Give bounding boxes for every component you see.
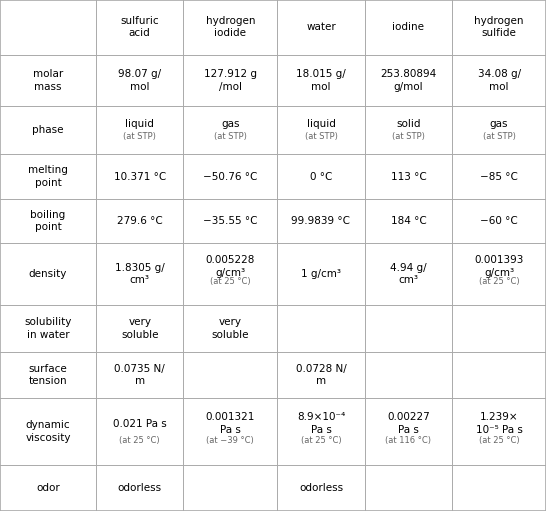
- Text: (at 25 °C): (at 25 °C): [301, 436, 341, 445]
- Text: solubility
in water: solubility in water: [25, 317, 72, 340]
- Text: 18.015 g/
mol: 18.015 g/ mol: [296, 69, 346, 91]
- Text: 1.239×
10⁻⁵ Pa s: 1.239× 10⁻⁵ Pa s: [476, 412, 523, 435]
- Text: −60 °C: −60 °C: [480, 216, 518, 226]
- Text: 0.0735 N/
m: 0.0735 N/ m: [114, 364, 165, 386]
- Text: very
soluble: very soluble: [121, 317, 158, 340]
- Text: (at 25 °C): (at 25 °C): [479, 277, 519, 287]
- Text: 0.021 Pa s: 0.021 Pa s: [113, 419, 167, 429]
- Text: (at STP): (at STP): [123, 132, 156, 141]
- Text: (at −39 °C): (at −39 °C): [206, 436, 254, 445]
- Text: hydrogen
sulfide: hydrogen sulfide: [474, 16, 524, 38]
- Text: 253.80894
g/mol: 253.80894 g/mol: [381, 69, 437, 91]
- Text: dynamic
viscosity: dynamic viscosity: [25, 421, 71, 443]
- Text: (at 25 °C): (at 25 °C): [120, 436, 160, 445]
- Text: 184 °C: 184 °C: [390, 216, 426, 226]
- Text: gas: gas: [490, 119, 508, 129]
- Text: −35.55 °C: −35.55 °C: [203, 216, 258, 226]
- Text: hydrogen
iodide: hydrogen iodide: [206, 16, 255, 38]
- Text: (at 25 °C): (at 25 °C): [479, 436, 519, 445]
- Text: 34.08 g/
mol: 34.08 g/ mol: [478, 69, 521, 91]
- Text: gas: gas: [221, 119, 240, 129]
- Text: −85 °C: −85 °C: [480, 172, 518, 181]
- Text: density: density: [29, 269, 67, 279]
- Text: 99.9839 °C: 99.9839 °C: [292, 216, 351, 226]
- Text: 0 °C: 0 °C: [310, 172, 332, 181]
- Text: (at STP): (at STP): [392, 132, 425, 141]
- Text: 0.001321
Pa s: 0.001321 Pa s: [206, 412, 255, 435]
- Text: 10.371 °C: 10.371 °C: [114, 172, 166, 181]
- Text: solid: solid: [396, 119, 420, 129]
- Text: 8.9×10⁻⁴
Pa s: 8.9×10⁻⁴ Pa s: [297, 412, 345, 435]
- Text: 0.005228
g/cm³: 0.005228 g/cm³: [206, 256, 255, 277]
- Text: 98.07 g/
mol: 98.07 g/ mol: [118, 69, 161, 91]
- Text: 113 °C: 113 °C: [390, 172, 426, 181]
- Text: water: water: [306, 22, 336, 32]
- Text: 0.001393
g/cm³: 0.001393 g/cm³: [474, 256, 524, 277]
- Text: 279.6 °C: 279.6 °C: [117, 216, 163, 226]
- Text: iodine: iodine: [393, 22, 424, 32]
- Text: 0.00227
Pa s: 0.00227 Pa s: [387, 412, 430, 435]
- Text: 1 g/cm³: 1 g/cm³: [301, 269, 341, 279]
- Text: (at 25 °C): (at 25 °C): [210, 277, 251, 287]
- Text: 1.8305 g/
cm³: 1.8305 g/ cm³: [115, 263, 164, 285]
- Text: boiling
point: boiling point: [31, 210, 66, 233]
- Text: (at 116 °C): (at 116 °C): [385, 436, 431, 445]
- Text: phase: phase: [32, 125, 64, 135]
- Text: 127.912 g
/mol: 127.912 g /mol: [204, 69, 257, 91]
- Text: odor: odor: [36, 483, 60, 493]
- Text: very
soluble: very soluble: [212, 317, 249, 340]
- Text: odorless: odorless: [117, 483, 162, 493]
- Text: surface
tension: surface tension: [28, 364, 67, 386]
- Text: liquid: liquid: [125, 119, 154, 129]
- Text: (at STP): (at STP): [214, 132, 247, 141]
- Text: melting
point: melting point: [28, 166, 68, 188]
- Text: sulfuric
acid: sulfuric acid: [120, 16, 159, 38]
- Text: 4.94 g/
cm³: 4.94 g/ cm³: [390, 263, 427, 285]
- Text: −50.76 °C: −50.76 °C: [203, 172, 258, 181]
- Text: (at STP): (at STP): [305, 132, 337, 141]
- Text: molar
mass: molar mass: [33, 69, 63, 91]
- Text: odorless: odorless: [299, 483, 343, 493]
- Text: liquid: liquid: [306, 119, 335, 129]
- Text: 0.0728 N/
m: 0.0728 N/ m: [295, 364, 346, 386]
- Text: (at STP): (at STP): [483, 132, 515, 141]
